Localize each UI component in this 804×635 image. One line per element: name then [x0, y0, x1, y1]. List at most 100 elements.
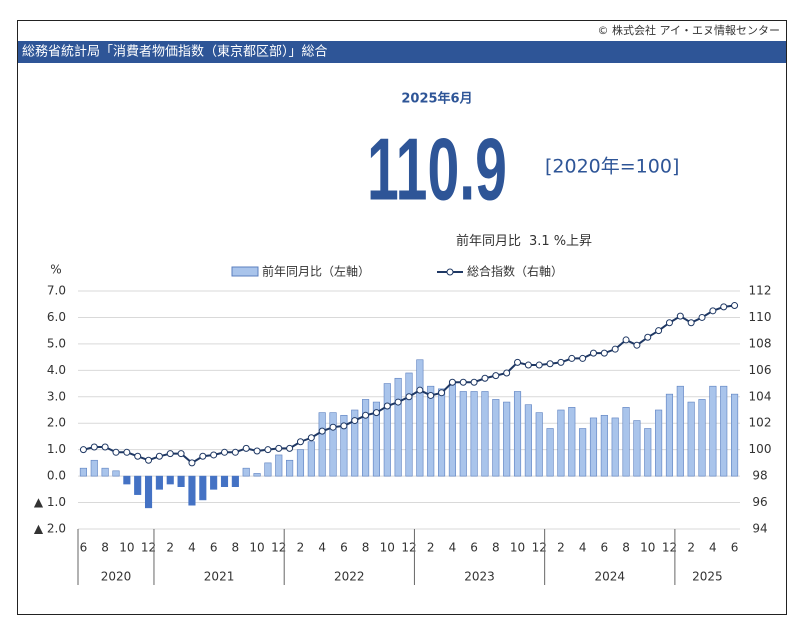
bar [123, 475, 131, 485]
bar [253, 473, 261, 477]
y-tick-label: 0.0 [47, 469, 66, 483]
x-tick-label: 12 [271, 541, 286, 555]
bar [394, 377, 402, 477]
legend-label: 前年同月比（左軸） [262, 264, 370, 279]
y-tick-label: 5.0 [47, 336, 66, 350]
period: 2025年6月 [401, 91, 472, 107]
x-tick-label: 4 [188, 541, 196, 555]
x-tick-label: 2 [297, 541, 305, 555]
line-point [514, 358, 522, 366]
bar [546, 428, 554, 477]
bar [459, 391, 467, 477]
bar [101, 467, 109, 477]
line-point [546, 360, 554, 368]
bar [351, 409, 359, 477]
x-tick-label: 2 [557, 541, 565, 555]
line-point [253, 447, 261, 455]
copyright: © 株式会社 アイ・エヌ情報センター [598, 23, 780, 37]
y2-tick-label: 102 [749, 416, 772, 430]
y-tick-label: 2.0 [47, 416, 66, 430]
x-tick-label: 8 [622, 541, 630, 555]
line-point [242, 444, 250, 452]
x-tick-label: 8 [362, 541, 370, 555]
bar [492, 399, 500, 477]
line-point [492, 372, 500, 380]
line-point [687, 319, 695, 327]
bar [589, 417, 598, 477]
x-tick-label: 4 [709, 541, 717, 555]
bar [188, 475, 196, 506]
bar [524, 404, 532, 477]
line-point [123, 448, 131, 456]
bar [220, 475, 229, 487]
y2-tick-label: 104 [749, 389, 772, 403]
line-point [134, 452, 142, 460]
y-tick-label: 1.0 [47, 442, 66, 456]
line-point [394, 398, 402, 406]
line-point [589, 349, 597, 357]
x-tick-label: 6 [80, 541, 88, 555]
line-point [155, 452, 163, 460]
line-point [340, 422, 348, 430]
line-point [199, 452, 207, 460]
x-tick-label: 10 [249, 541, 264, 555]
line-point [372, 409, 380, 417]
line-point [101, 443, 109, 451]
line-point [112, 448, 120, 456]
line-point [448, 378, 456, 386]
bar [416, 359, 424, 477]
bar [665, 393, 674, 477]
line-point [405, 393, 413, 401]
line-point [427, 391, 435, 399]
bar [144, 475, 153, 509]
line-point [362, 411, 370, 419]
x-tick-label: 6 [210, 541, 218, 555]
line-point [231, 448, 239, 456]
line-point [611, 345, 619, 353]
line-point [221, 448, 229, 456]
x-tick-label: 2 [687, 541, 695, 555]
yoy-suffix: %上昇 [554, 234, 592, 249]
bar [383, 383, 391, 477]
title-bar [18, 41, 786, 63]
bar [307, 441, 315, 477]
bar [438, 388, 446, 477]
x-tick-label: 6 [340, 541, 348, 555]
line-point [416, 386, 424, 394]
x-tick-label: 10 [119, 541, 134, 555]
line-point [79, 446, 87, 454]
bar [644, 428, 652, 477]
line-point [296, 438, 304, 446]
base-label: [2020年=100] [545, 156, 679, 178]
x-tick-label: 8 [492, 541, 500, 555]
line-point [383, 402, 391, 410]
bar [329, 412, 337, 477]
bar [79, 467, 87, 477]
bar [427, 385, 435, 477]
line-point [568, 354, 576, 362]
line-point [633, 341, 641, 349]
bar [579, 428, 587, 477]
line-point [557, 358, 565, 366]
line-point [665, 319, 673, 327]
bar [318, 412, 326, 477]
bar [264, 462, 272, 477]
headline-value: 110.9 [367, 120, 507, 218]
x-tick-label: 4 [449, 541, 457, 555]
x-tick-label: 2 [427, 541, 435, 555]
bar [568, 407, 576, 477]
y-tick-label: 7.0 [47, 284, 66, 298]
line-point [351, 417, 359, 425]
line-point [622, 336, 630, 344]
x-tick-label: 2 [166, 541, 174, 555]
line-point [166, 450, 174, 458]
line-point [264, 446, 272, 454]
x-tick-label: 10 [640, 541, 655, 555]
bar [611, 417, 619, 477]
y-unit: % [50, 263, 61, 277]
y2-tick-label: 112 [749, 284, 772, 298]
x-tick-label: 12 [401, 541, 416, 555]
bar [503, 401, 511, 477]
